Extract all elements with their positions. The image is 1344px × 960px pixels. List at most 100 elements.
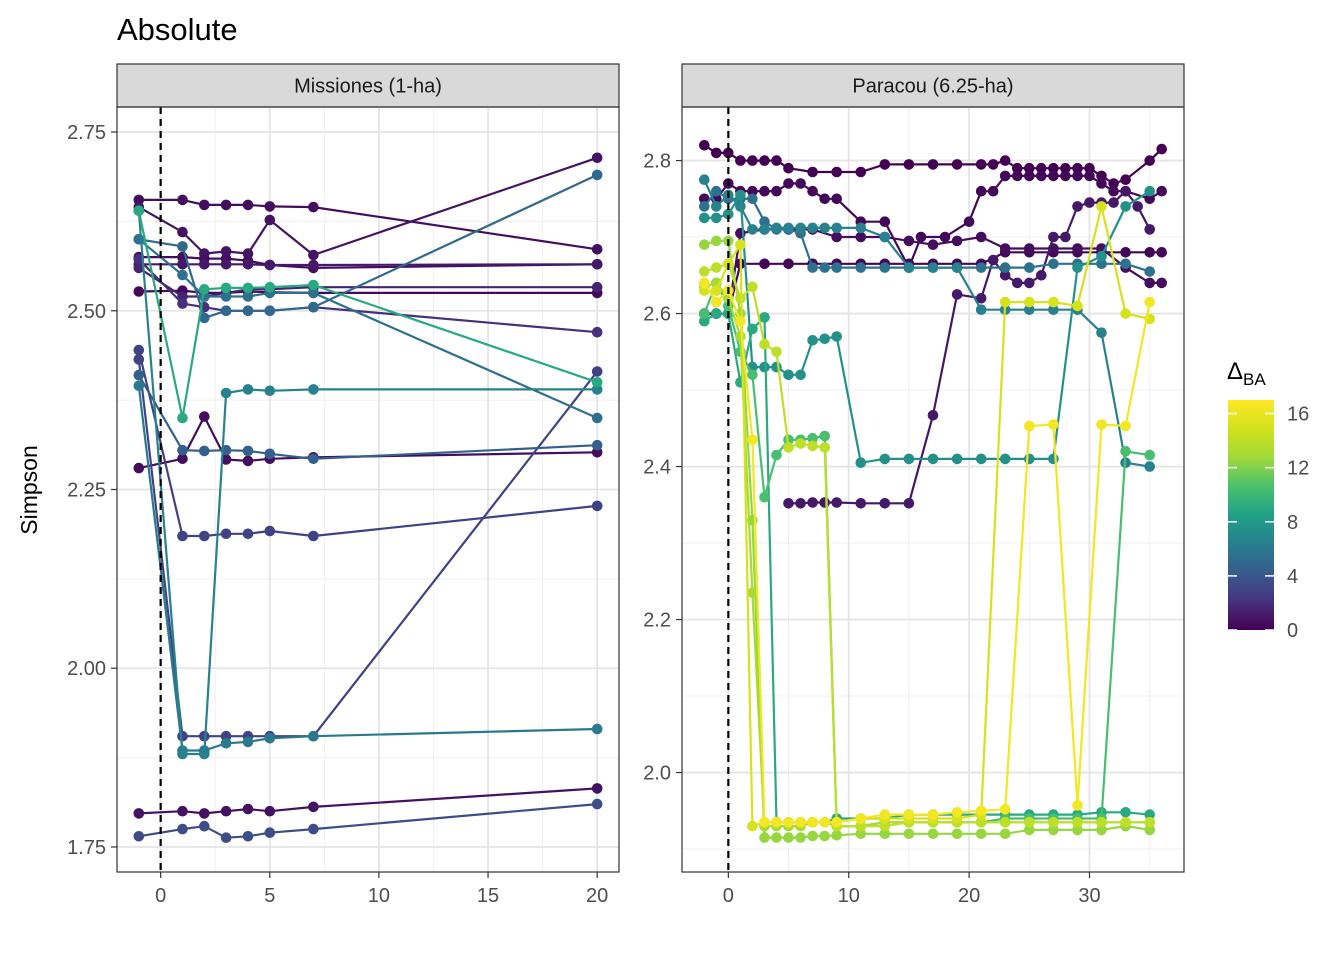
data-point bbox=[242, 282, 254, 294]
data-point bbox=[807, 497, 818, 508]
data-point bbox=[855, 231, 867, 243]
data-point bbox=[1048, 170, 1059, 182]
data-point bbox=[699, 140, 710, 151]
x-tick-label: 20 bbox=[586, 885, 608, 907]
data-point bbox=[819, 497, 830, 508]
series-line-missiones-9 bbox=[137, 210, 598, 420]
panel-paracou: Paracou (6.25-ha) 0 10 20 30 2.0 2.2 2.4 2.6 2.8 bbox=[643, 63, 1185, 907]
data-point bbox=[308, 530, 319, 542]
data-point bbox=[963, 216, 975, 227]
data-point bbox=[1120, 308, 1131, 319]
data-point bbox=[699, 212, 710, 224]
data-point bbox=[220, 259, 232, 270]
data-point bbox=[939, 231, 951, 243]
data-point bbox=[1060, 170, 1071, 182]
data-point bbox=[1120, 807, 1131, 818]
data-point bbox=[591, 244, 603, 255]
data-point bbox=[242, 831, 254, 842]
data-point bbox=[1108, 185, 1119, 197]
data-point bbox=[591, 366, 603, 377]
data-point bbox=[308, 453, 319, 465]
data-point bbox=[747, 224, 758, 235]
data-point bbox=[795, 832, 806, 843]
data-point bbox=[999, 243, 1011, 254]
data-point bbox=[783, 178, 794, 189]
data-point bbox=[1024, 162, 1035, 174]
data-point bbox=[308, 823, 319, 835]
data-point bbox=[177, 823, 188, 835]
data-point bbox=[987, 185, 999, 197]
data-point bbox=[1024, 817, 1035, 828]
x-tick-label: 10 bbox=[838, 885, 860, 907]
data-point bbox=[819, 222, 830, 234]
data-point bbox=[975, 159, 987, 170]
data-point bbox=[1024, 277, 1035, 289]
data-point bbox=[220, 832, 232, 843]
data-point bbox=[242, 803, 254, 815]
data-point bbox=[1096, 250, 1107, 262]
data-point bbox=[747, 369, 758, 381]
x-tick-label: 10 bbox=[368, 885, 390, 907]
data-point bbox=[1144, 296, 1155, 308]
data-point bbox=[1024, 824, 1035, 836]
data-point bbox=[1144, 817, 1155, 828]
data-point bbox=[242, 445, 254, 457]
chart-title: Absolute bbox=[117, 12, 238, 47]
data-point bbox=[747, 323, 758, 335]
data-point bbox=[735, 155, 746, 166]
data-point bbox=[220, 246, 232, 257]
data-point bbox=[591, 281, 603, 293]
data-point bbox=[879, 262, 891, 273]
data-point bbox=[711, 235, 722, 247]
data-point bbox=[795, 498, 806, 509]
data-point bbox=[975, 304, 987, 316]
data-point bbox=[927, 239, 939, 250]
data-point bbox=[199, 259, 210, 270]
data-point bbox=[723, 208, 734, 220]
data-point bbox=[795, 438, 806, 449]
data-point bbox=[177, 298, 188, 309]
data-point bbox=[591, 500, 603, 512]
data-point bbox=[819, 430, 830, 442]
data-point bbox=[999, 170, 1011, 182]
legend-tick-label: 4 bbox=[1287, 566, 1298, 588]
data-point bbox=[1144, 155, 1155, 166]
y-tick-label: 2.8 bbox=[643, 151, 671, 173]
data-point bbox=[133, 462, 145, 474]
data-point bbox=[783, 498, 794, 509]
data-point bbox=[199, 808, 210, 819]
data-point bbox=[1060, 162, 1071, 174]
data-point bbox=[771, 361, 782, 373]
data-point bbox=[699, 315, 710, 327]
data-point bbox=[735, 293, 746, 304]
data-point bbox=[927, 159, 939, 170]
data-point bbox=[855, 828, 867, 840]
data-point bbox=[879, 820, 891, 832]
data-point bbox=[1072, 824, 1083, 836]
data-point bbox=[819, 333, 830, 345]
data-point bbox=[783, 369, 794, 381]
data-point bbox=[759, 258, 770, 270]
data-point bbox=[1120, 201, 1131, 212]
data-point bbox=[1024, 170, 1035, 182]
plot-background bbox=[682, 107, 1184, 872]
data-point bbox=[1096, 258, 1107, 270]
data-point bbox=[1120, 446, 1131, 457]
data-point bbox=[1084, 197, 1095, 208]
data-point bbox=[699, 308, 710, 319]
data-point bbox=[711, 308, 722, 319]
data-point bbox=[177, 530, 188, 542]
data-point bbox=[1012, 277, 1023, 289]
data-point bbox=[759, 224, 770, 235]
data-point bbox=[975, 805, 987, 817]
data-point bbox=[1096, 419, 1107, 430]
data-point bbox=[1120, 247, 1131, 258]
data-point bbox=[1048, 162, 1059, 174]
data-point bbox=[1072, 243, 1083, 254]
data-point bbox=[177, 194, 188, 206]
data-point bbox=[264, 525, 276, 537]
data-point bbox=[903, 828, 915, 840]
data-point bbox=[807, 185, 818, 197]
data-point bbox=[999, 804, 1011, 815]
data-point bbox=[133, 234, 145, 245]
